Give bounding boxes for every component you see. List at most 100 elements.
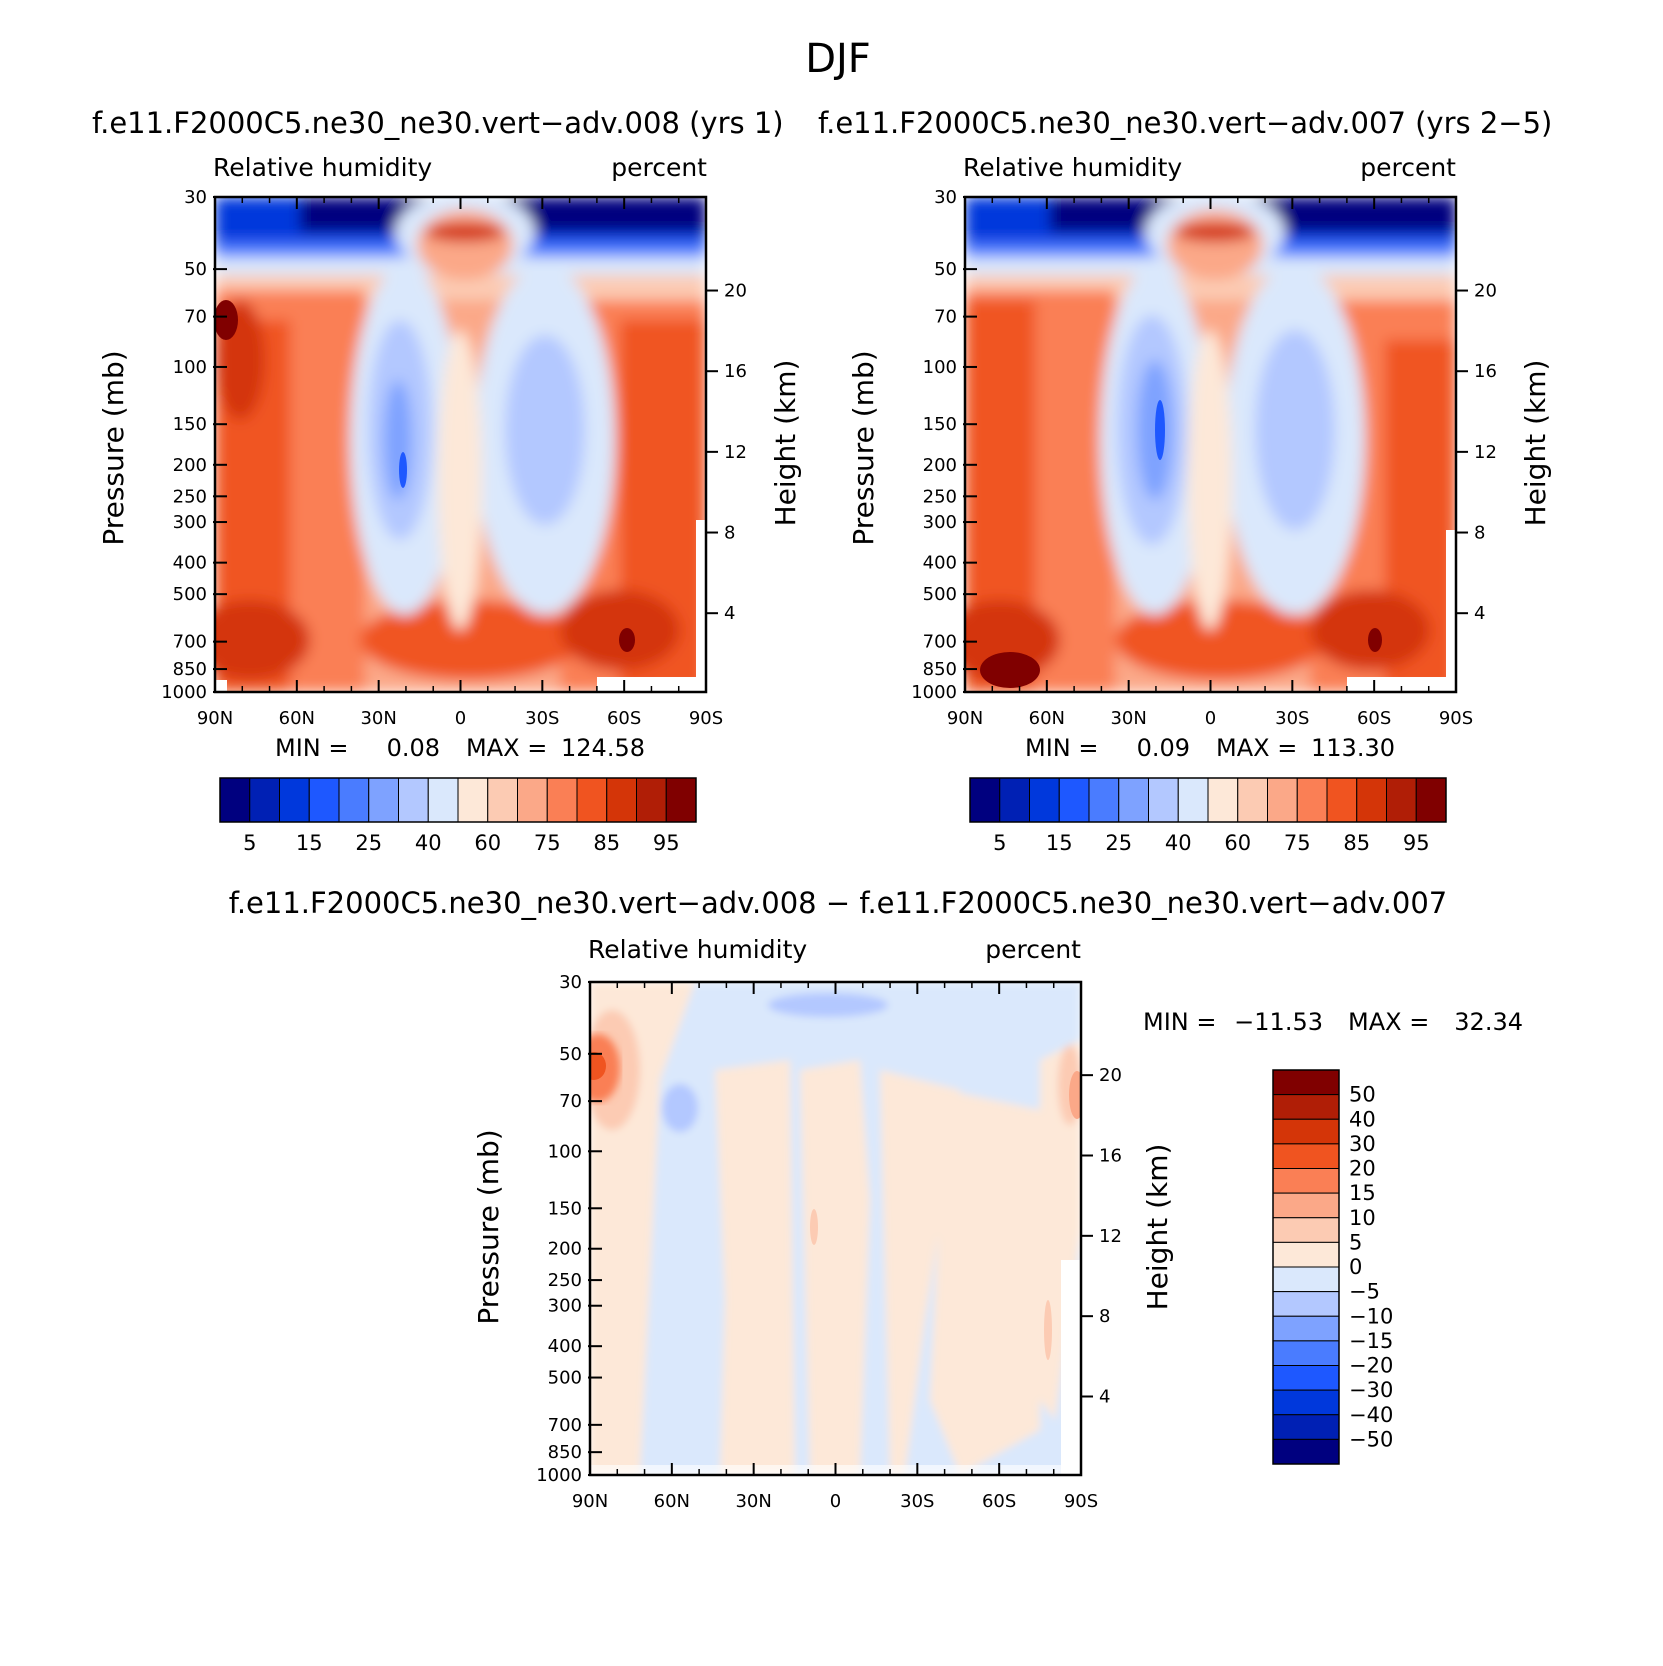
colorbar-label: −40 (1349, 1403, 1393, 1427)
colorbar-swatch (1356, 777, 1387, 823)
colorbar-label: 30 (1349, 1132, 1376, 1156)
panel-1-min-label: MIN = (275, 734, 348, 762)
colorbar-swatch (1415, 777, 1447, 823)
panel-1-y2-tick-label: 8 (724, 523, 735, 544)
panel-1-x-tick-label: 30N (360, 708, 396, 729)
colorbar-label: 25 (355, 831, 382, 855)
panel-2-y-tick-label: 200 (923, 455, 957, 476)
panel-2-x-tick-label: 90S (1439, 708, 1473, 729)
colorbar-frame (969, 777, 1447, 823)
colorbar-swatch (517, 777, 548, 823)
panel-1-y-tick-label: 850 (173, 659, 207, 680)
colorbar-label: 75 (1284, 831, 1311, 855)
panel-3: f.e11.F2000C5.ne30_ne30.vert−adv.008 − f… (229, 886, 1523, 1512)
panel-3-y2label: Height (km) (1141, 1144, 1174, 1311)
panel-2-min-label: MIN = (1025, 734, 1098, 762)
panel-1-y2-tick-label: 16 (724, 361, 747, 382)
colorbar-label: −5 (1349, 1280, 1380, 1304)
panel-2-x-tick-label: 30S (1275, 708, 1309, 729)
colorbar-label: 40 (1165, 831, 1192, 855)
colorbar-swatch (969, 777, 1001, 823)
panel-2-y-tick-label: 850 (923, 659, 957, 680)
figure-title: DJF (805, 36, 871, 82)
panel-3-y-tick-label: 400 (548, 1336, 582, 1357)
panel-2-min-value: 0.09 (1137, 734, 1190, 762)
colorbar-swatch (1272, 1118, 1340, 1145)
panel-3-x-tick-label: 60N (654, 1491, 690, 1512)
panel-3-x-tick-label: 90S (1064, 1491, 1098, 1512)
colorbar-label: 15 (296, 831, 323, 855)
colorbar-swatch (1237, 777, 1268, 823)
panel-1-x-tick-label: 60N (279, 708, 315, 729)
colorbar-frame (1272, 1069, 1340, 1465)
colorbar-label: 5 (993, 831, 1006, 855)
colorbar-label: 60 (1224, 831, 1251, 855)
panel-3-y2-tick-label: 8 (1099, 1306, 1110, 1327)
panel-2-max-value: 113.30 (1311, 734, 1395, 762)
panel-3-y-tick-label: 700 (548, 1415, 582, 1436)
colorbar-label: 75 (534, 831, 561, 855)
panel-2-y-tick-label: 400 (923, 553, 957, 574)
colorbar-swatch (1088, 777, 1120, 823)
colorbar-label: −50 (1349, 1427, 1393, 1451)
panel-3-x-tick-label: 30S (900, 1491, 934, 1512)
colorbar-swatch (546, 777, 578, 823)
colorbar-swatch (219, 777, 251, 823)
colorbar-swatch (1058, 777, 1090, 823)
colorbar-swatch (1272, 1192, 1340, 1219)
panel-2-y2-tick-label: 8 (1474, 523, 1485, 544)
panel-1-y2-tick-label: 12 (724, 442, 747, 463)
panel-1-ylabel: Pressure (mb) (97, 350, 130, 545)
panel-2-x-tick-label: 60N (1029, 708, 1065, 729)
panel-1: f.e11.F2000C5.ne30_ne30.vert−adv.008 (yr… (92, 106, 802, 855)
colorbar-swatch (1272, 1094, 1340, 1120)
panel-2-x-tick-label: 0 (1205, 708, 1216, 729)
colorbar-swatch (1207, 777, 1239, 823)
panel-2-y-tick-label: 700 (923, 632, 957, 653)
panel-2-title: f.e11.F2000C5.ne30_ne30.vert−adv.007 (yr… (818, 106, 1552, 140)
panel-2-y-tick-label: 300 (923, 512, 957, 533)
panel-2-y-tick-label: 30 (934, 187, 957, 208)
colorbar-label: −20 (1349, 1354, 1393, 1378)
colorbar-swatch (1029, 777, 1060, 823)
panel-2-y-tick-label: 1000 (911, 682, 957, 703)
colorbar-label: −10 (1349, 1304, 1393, 1328)
panel-1-variable-label: Relative humidity (213, 153, 432, 182)
panel-2-y-tick-label: 150 (923, 414, 957, 435)
panel-1-y-tick-label: 50 (184, 259, 207, 280)
colorbar-swatch (1272, 1389, 1340, 1416)
panel-2-units-label: percent (1360, 153, 1456, 182)
panel-3-field (590, 982, 1081, 1475)
colorbar-label: 40 (415, 831, 442, 855)
panel-2-y-tick-label: 50 (934, 259, 957, 280)
panel-1-max-label: MAX = (466, 734, 547, 762)
colorbar-swatch (1272, 1414, 1340, 1440)
panel-1-x-tick-label: 60S (607, 708, 641, 729)
colorbar-frame (219, 777, 697, 823)
colorbar-swatch (665, 777, 697, 823)
colorbar-swatch (249, 777, 280, 823)
colorbar-label: 20 (1349, 1157, 1376, 1181)
colorbar-label: 50 (1349, 1083, 1376, 1107)
panel-2-y2-tick-label: 4 (1474, 603, 1485, 624)
panel-2-max-label: MAX = (1216, 734, 1297, 762)
panel-2-y2-tick-label: 16 (1474, 361, 1497, 382)
colorbar-swatch (1272, 1291, 1340, 1317)
colorbar-swatch (1272, 1365, 1340, 1391)
panel-1-x-tick-label: 90N (197, 708, 233, 729)
panel-1-y2-tick-label: 20 (724, 281, 747, 302)
colorbar-label: 25 (1105, 831, 1132, 855)
panel-1-y-tick-label: 200 (173, 455, 207, 476)
panel-3-max-label: MAX = (1348, 1008, 1429, 1036)
panel-3-title: f.e11.F2000C5.ne30_ne30.vert−adv.008 − f… (229, 886, 1448, 920)
panel-1-y-tick-label: 100 (173, 357, 207, 378)
colorbar-swatch (636, 777, 667, 823)
colorbar-swatch (1386, 777, 1417, 823)
panel-3-y2-tick-label: 20 (1099, 1065, 1122, 1086)
panel-2-x-tick-label: 30N (1110, 708, 1146, 729)
panel-1-y-tick-label: 700 (173, 632, 207, 653)
panel-1-colorbar: 5 15 25 40 60 75 85 95 (219, 777, 697, 855)
panel-3-max-value: 32.34 (1454, 1008, 1523, 1036)
